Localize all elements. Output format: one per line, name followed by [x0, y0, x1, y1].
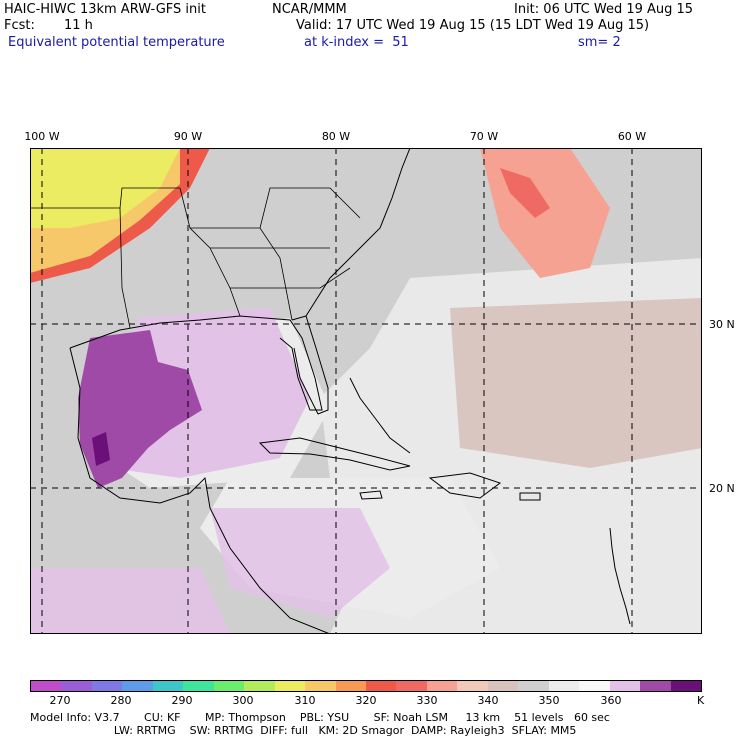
lat-label-30n: 30 N — [709, 318, 735, 331]
colorbar-swatch — [152, 681, 184, 691]
colorbar-swatch — [213, 681, 245, 691]
colorbar-tick: 290 — [171, 694, 193, 707]
colorbar-swatch — [609, 681, 641, 691]
colorbar-swatch — [305, 681, 336, 691]
lon-label-100w: 100 W — [24, 130, 60, 143]
dark-purple-core — [92, 432, 110, 466]
state-borders — [30, 187, 361, 329]
colorbar-swatch — [670, 681, 701, 691]
mexico-coast — [69, 347, 331, 634]
colorbar-swatch — [122, 681, 153, 691]
colorbar-swatch — [31, 681, 62, 691]
colorbar-tick: 340 — [477, 694, 499, 707]
colorbar-tick: 300 — [232, 694, 254, 707]
atlantic-light-band — [450, 298, 702, 468]
hispaniola — [428, 472, 502, 499]
map-frame — [30, 148, 702, 634]
lon-label-60w: 60 W — [617, 130, 647, 143]
forecast-label: Fcst: — [4, 18, 35, 33]
colorbar-swatch — [274, 681, 306, 691]
puerto-rico — [519, 492, 541, 501]
atlantic-coast — [305, 148, 411, 317]
colorbar-swatch — [244, 681, 275, 691]
model-info-line1: Model Info: V3.7 CU: KF MP: Thompson PBL… — [30, 711, 610, 724]
lesser-antilles — [609, 527, 631, 625]
jamaica — [359, 490, 383, 500]
lon-label-80w: 80 W — [321, 130, 351, 143]
colorbar-tick: 350 — [538, 694, 560, 707]
red-streak-ne — [500, 168, 550, 218]
colorbar-swatch — [183, 681, 214, 691]
lilac-area-caribbean — [210, 508, 390, 618]
colorbar-swatch — [548, 681, 580, 691]
forecast-hour: 11 h — [64, 18, 93, 33]
colorbar-unit: K — [697, 694, 705, 707]
valid-time: Valid: 17 UTC Wed 19 Aug 15 (15 LDT Wed … — [296, 18, 650, 33]
colorbar-swatch — [61, 681, 92, 691]
purple-region — [78, 330, 202, 488]
colorbar-swatch — [579, 681, 610, 691]
colorbar-swatch — [487, 681, 519, 691]
lat-label-20n: 20 N — [709, 482, 735, 495]
colorbar-swatch — [518, 681, 549, 691]
florida-peninsula — [291, 315, 329, 415]
red-edge-nw — [30, 148, 210, 283]
init-time: Init: 06 UTC Wed 19 Aug 15 — [514, 2, 694, 17]
lon-label-70w: 70 W — [469, 130, 499, 143]
coastlines — [69, 148, 631, 634]
colorbar-tick: 330 — [416, 694, 438, 707]
colorbar-swatch — [640, 681, 671, 691]
model-title: HAIC-HIWC 13km ARW-GFS init — [4, 2, 206, 17]
theta-e-map — [30, 148, 702, 634]
colorbar-swatch — [91, 681, 123, 691]
colorbar-tick: 280 — [110, 694, 132, 707]
colorbar-swatch — [426, 681, 458, 691]
colorbar — [30, 680, 702, 692]
colorbar-tick: 270 — [49, 694, 71, 707]
field-name: Equivalent potential temperature — [8, 35, 225, 50]
colorbar-tick: 320 — [355, 694, 377, 707]
organization: NCAR/MMM — [272, 2, 347, 17]
lilac-area-pacific — [30, 568, 230, 634]
colorbar-tick: 360 — [600, 694, 622, 707]
smoothing: sm= 2 — [578, 35, 621, 50]
colorbar-swatch — [365, 681, 397, 691]
gulf-coast — [69, 315, 323, 411]
bahamas — [349, 377, 411, 454]
colorbar-swatch — [335, 681, 366, 691]
model-info-line2: LW: RRTMG SW: RRTMG DIFF: full KM: 2D Sm… — [30, 724, 577, 737]
lon-label-90w: 90 W — [173, 130, 203, 143]
level-index: at k-index = 51 — [304, 35, 409, 50]
cuba — [258, 437, 411, 471]
colorbar-swatch — [396, 681, 427, 691]
colorbar-swatch — [457, 681, 488, 691]
graticule — [30, 148, 702, 634]
colorbar-tick: 310 — [294, 694, 316, 707]
